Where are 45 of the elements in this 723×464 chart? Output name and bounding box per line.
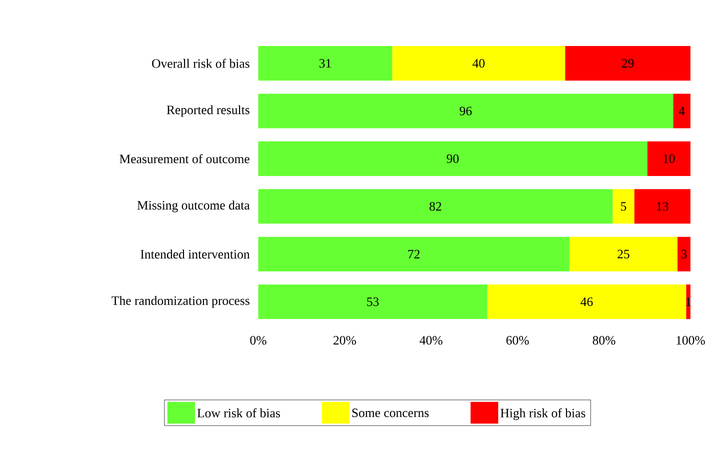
legend-label: Low risk of bias [197, 408, 280, 418]
bar [258, 189, 613, 224]
data-label: 46 [580, 298, 593, 306]
data-label: 13 [657, 202, 668, 211]
x-tick-label: 60% [506, 336, 529, 345]
bar [634, 189, 690, 224]
x-tick-label: 20% [334, 336, 356, 345]
data-label: 25 [618, 250, 630, 258]
bar [565, 46, 690, 81]
legend-label: High risk of bias [500, 408, 586, 420]
x-tick-label: 40% [420, 336, 442, 345]
bar [392, 46, 566, 81]
bar [673, 94, 690, 128]
y-tick-label: Overall risk of bias [152, 58, 250, 68]
data-label: 3 [681, 250, 687, 258]
bar [258, 236, 570, 272]
bar [612, 189, 634, 224]
bar [647, 142, 690, 176]
data-label: 53 [367, 298, 379, 306]
y-tick-label: Missing outcome data [137, 200, 250, 212]
data-label: 4 [678, 106, 685, 116]
data-label: 29 [622, 59, 634, 68]
legend-label: Some concerns [352, 408, 429, 418]
data-label: 90 [446, 154, 459, 164]
data-label: 40 [472, 59, 485, 68]
y-tick-label: The randomization process [112, 296, 250, 308]
data-label: 96 [460, 106, 472, 116]
bar [258, 284, 488, 320]
bar [258, 94, 674, 128]
data-label: 5 [621, 202, 626, 211]
data-label: 82 [430, 202, 442, 211]
bar [487, 284, 686, 320]
bar [569, 236, 678, 272]
x-tick-label: 0% [250, 336, 266, 345]
data-label: 10 [664, 154, 675, 164]
data-label: 72 [408, 250, 420, 258]
y-tick-label: Intended intervention [140, 250, 250, 259]
bar [677, 236, 690, 272]
y-tick-label: Measurement of outcome [120, 154, 250, 164]
x-tick-label: 80% [592, 336, 616, 345]
bar [258, 46, 392, 81]
x-tick-label: 100% [676, 336, 705, 345]
data-label: 31 [319, 59, 331, 68]
bar [258, 142, 648, 176]
y-tick-label: Reported results [166, 105, 250, 117]
